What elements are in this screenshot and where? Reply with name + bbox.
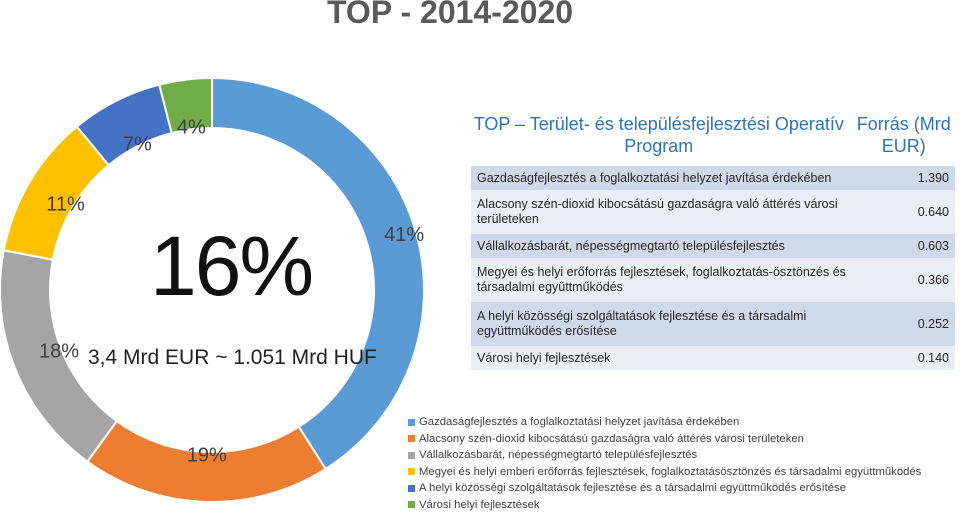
legend-label: Vállalkozásbarát, népességmegtartó telep… <box>419 449 698 462</box>
legend-item: Gazdaságfejlesztés a foglalkoztatási hel… <box>408 414 921 431</box>
legend-label: Alacsony szén-dioxid kibocsátású gazdasá… <box>419 432 804 445</box>
row-value: 0.366 <box>852 258 955 302</box>
legend-item: Városi helyi fejlesztések <box>408 497 921 514</box>
donut-slice <box>158 76 213 135</box>
table-header-program: TOP – Terület- és településfejlesztési O… <box>471 104 853 166</box>
page-title: TOP - 2014-2020 <box>326 0 574 30</box>
slice-label: 19% <box>187 444 227 466</box>
row-label: Megyei és helyi erőforrás fejlesztések, … <box>471 258 853 302</box>
row-value: 0.640 <box>852 190 955 234</box>
legend-item: A helyi közösségi szolgáltatások fejlesz… <box>408 480 921 497</box>
donut-chart: 41% 19% 18% 11% 7% 4% <box>0 76 425 503</box>
table-header-source: Forrás (Mrd EUR) <box>852 104 955 166</box>
legend-swatch <box>408 484 415 492</box>
row-label: A helyi közösségi szolgáltatások fejlesz… <box>471 302 853 346</box>
row-value: 0.140 <box>852 346 955 370</box>
chart-legend: Gazdaságfejlesztés a foglalkoztatási hel… <box>408 414 921 513</box>
source-table: TOP – Terület- és településfejlesztési O… <box>471 104 955 370</box>
legend-item: Megyei és helyi emberi erőforrás fejlesz… <box>408 464 921 481</box>
slice-label: 7% <box>123 133 152 155</box>
donut-labels: 41% 19% 18% 11% 7% 4% <box>39 117 424 467</box>
legend-label: Városi helyi fejlesztések <box>419 498 540 511</box>
legend-swatch <box>408 501 415 509</box>
table-row: Megyei és helyi erőforrás fejlesztések, … <box>471 258 955 302</box>
table-row: Vállalkozásbarát, népességmegtartó telep… <box>471 234 955 258</box>
donut-slices <box>0 76 425 503</box>
legend-swatch <box>408 418 415 426</box>
legend-swatch <box>408 468 415 476</box>
center-percent: 16% <box>150 219 314 313</box>
legend-swatch <box>408 435 415 443</box>
row-value: 1.390 <box>852 166 955 190</box>
table-row: Alacsony szén-dioxid kibocsátású gazdasá… <box>471 190 955 234</box>
table-row: A helyi közösségi szolgáltatások fejlesz… <box>471 302 955 346</box>
row-value: 0.603 <box>852 234 955 258</box>
legend-swatch <box>408 451 415 459</box>
legend-label: Gazdaságfejlesztés a foglalkoztatási hel… <box>419 416 740 429</box>
slice-label: 4% <box>177 117 206 139</box>
slice-label: 18% <box>39 341 79 363</box>
row-label: Városi helyi fejlesztések <box>471 346 853 370</box>
legend-item: Alacsony szén-dioxid kibocsátású gazdasá… <box>408 431 921 448</box>
legend-label: Megyei és helyi emberi erőforrás fejlesz… <box>419 465 922 478</box>
table-row: Városi helyi fejlesztések 0.140 <box>471 346 955 370</box>
row-label: Gazdaságfejlesztés a foglalkoztatási hel… <box>471 166 853 190</box>
slice-label: 41% <box>384 224 424 246</box>
donut-slice <box>211 76 425 471</box>
row-label: Alacsony szén-dioxid kibocsátású gazdasá… <box>471 190 853 234</box>
row-label: Vállalkozásbarát, népességmegtartó telep… <box>471 234 853 258</box>
row-value: 0.252 <box>852 302 955 346</box>
table-header: TOP – Terület- és településfejlesztési O… <box>471 104 955 166</box>
legend-item: Vállalkozásbarát, népességmegtartó telep… <box>408 447 921 464</box>
slice-label: 11% <box>46 193 85 215</box>
legend-label: A helyi közösségi szolgáltatások fejlesz… <box>419 482 846 495</box>
table-row: Gazdaságfejlesztés a foglalkoztatási hel… <box>471 166 955 190</box>
center-total: 3,4 Mrd EUR ~ 1.051 Mrd HUF <box>88 346 377 369</box>
